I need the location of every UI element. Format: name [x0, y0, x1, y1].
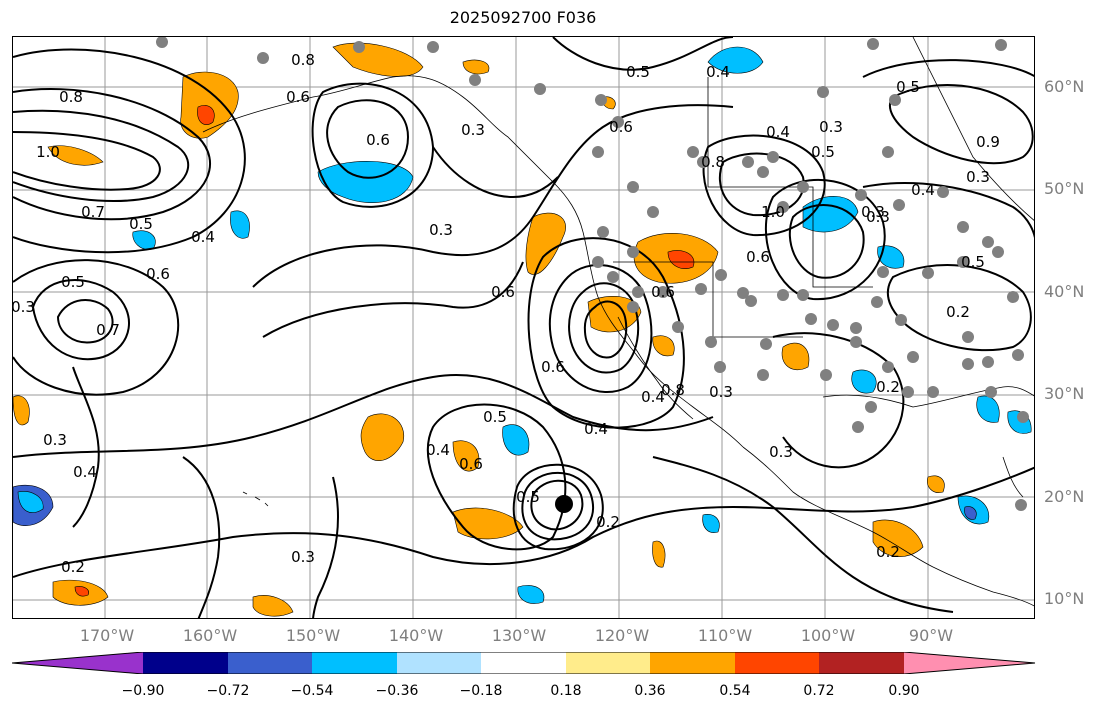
- contour-label: 0.5: [483, 408, 507, 426]
- contour-label: 0.3: [861, 203, 885, 221]
- lat-label: 60°N: [1044, 77, 1085, 96]
- colorbar-tick: −0.36: [375, 683, 419, 699]
- colorbar-segment: [735, 652, 819, 674]
- contour-lines: [13, 37, 1034, 618]
- lon-label: 150°W: [285, 626, 341, 645]
- colorbar: [12, 652, 1036, 674]
- contour-label: 0.8: [661, 381, 685, 399]
- colorbar-segment: [904, 652, 1035, 674]
- contour-label: 0.4: [584, 420, 608, 438]
- contour-label: 0.3: [866, 208, 890, 226]
- contour-label: 0.6: [286, 88, 310, 106]
- contour-label: 0.3: [709, 383, 733, 401]
- contour-label: 0.6: [491, 283, 515, 301]
- colorbar-segment: [819, 652, 904, 674]
- contour-label: 0.4: [641, 388, 665, 406]
- contour-label: 0.6: [651, 283, 675, 301]
- lat-label: 40°N: [1044, 282, 1085, 301]
- contour-label: 0.9: [976, 133, 1000, 151]
- contour-label: 0.4: [426, 441, 450, 459]
- colorbar-segment: [566, 652, 650, 674]
- lon-label: 160°W: [182, 626, 238, 645]
- colorbar-segment: [312, 652, 397, 674]
- contour-label: 0.5: [961, 253, 985, 271]
- colorbar-tick: 0.18: [550, 683, 582, 699]
- coastlines: [202, 37, 1034, 607]
- contour-label: 0.4: [766, 123, 790, 141]
- colorbar-segment: [228, 652, 312, 674]
- contour-labels: 0.8 0.8 0.6 0.5 0.4 0.6 0.6 0.3 0.5 1.0 …: [13, 51, 1000, 576]
- contour-label: 0.2: [61, 558, 85, 576]
- contour-label: 0.2: [876, 378, 900, 396]
- colorbar-segment: [650, 652, 735, 674]
- lon-label: 100°W: [800, 626, 856, 645]
- shaded-field: [13, 42, 1032, 617]
- contour-label: 0.8: [701, 153, 725, 171]
- contour-label: 0.4: [191, 228, 215, 246]
- map-canvas: 0.8 0.8 0.6 0.5 0.4 0.6 0.6 0.3 0.5 1.0 …: [13, 37, 1034, 618]
- lon-label: 120°W: [594, 626, 650, 645]
- contour-label: 0.5: [129, 215, 153, 233]
- colorbar-segment: [481, 652, 566, 674]
- colorbar-tick: −0.54: [290, 683, 334, 699]
- contour-label: 0.5: [896, 78, 920, 96]
- lon-label: 90°W: [908, 626, 954, 645]
- colorbar-tick: −0.18: [459, 683, 503, 699]
- contour-label: 0.4: [706, 63, 730, 81]
- station-dots: [156, 37, 1029, 511]
- lon-label: 170°W: [79, 626, 135, 645]
- colorbar-segment: [143, 652, 228, 674]
- contour-label: 0.6: [459, 455, 483, 473]
- contour-label: 0.6: [609, 118, 633, 136]
- contour-label: 1.0: [761, 203, 785, 221]
- contour-label: 0.2: [596, 513, 620, 531]
- contour-label: 0.5: [626, 63, 650, 81]
- contour-label: 0.6: [146, 265, 170, 283]
- contour-label: 0.6: [746, 248, 770, 266]
- colorbar-segment: [397, 652, 481, 674]
- contour-label: 0.3: [769, 443, 793, 461]
- contour-label: 0.3: [819, 118, 843, 136]
- contour-label: 0.8: [59, 88, 83, 106]
- lon-label: 110°W: [697, 626, 753, 645]
- contour-label: 0.7: [96, 321, 120, 339]
- lat-label: 50°N: [1044, 179, 1085, 198]
- colorbar-tick: −0.72: [206, 683, 250, 699]
- contour-label: 0.2: [946, 303, 970, 321]
- lat-label: 20°N: [1044, 487, 1085, 506]
- contour-label: 0.6: [541, 358, 565, 376]
- contour-label: 0.4: [73, 463, 97, 481]
- lon-label: 130°W: [491, 626, 547, 645]
- colorbar-segment: [12, 652, 143, 674]
- lon-label: 140°W: [388, 626, 444, 645]
- map-area[interactable]: 0.8 0.8 0.6 0.5 0.4 0.6 0.6 0.3 0.5 1.0 …: [12, 36, 1035, 619]
- lat-label: 30°N: [1044, 384, 1085, 403]
- contour-label: 0.3: [461, 121, 485, 139]
- contour-label: 0.7: [81, 203, 105, 221]
- colorbar-tick: 0.90: [888, 683, 920, 699]
- contour-label: 0.4: [911, 181, 935, 199]
- contour-label: 0.3: [13, 298, 35, 316]
- contour-label: 0.5: [811, 143, 835, 161]
- hurricane-center: [555, 495, 573, 513]
- contour-label: 0.5: [516, 488, 540, 506]
- contour-label: 0.3: [966, 168, 990, 186]
- contour-label: 0.2: [876, 543, 900, 561]
- contour-label: 0.3: [429, 221, 453, 239]
- colorbar-tick: 0.36: [634, 683, 666, 699]
- colorbar-tick: 0.72: [803, 683, 835, 699]
- contour-label: 0.6: [366, 131, 390, 149]
- lat-label: 10°N: [1044, 589, 1085, 608]
- contour-label: 1.0: [36, 143, 60, 161]
- contour-label: 0.8: [291, 51, 315, 69]
- contour-label: 0.3: [43, 431, 67, 449]
- colorbar-tick: −0.90: [121, 683, 165, 699]
- colorbar-tick: 0.54: [719, 683, 751, 699]
- map-title: 2025092700 F036: [449, 8, 597, 27]
- contour-label: 0.3: [291, 548, 315, 566]
- contour-label: 0.5: [61, 273, 85, 291]
